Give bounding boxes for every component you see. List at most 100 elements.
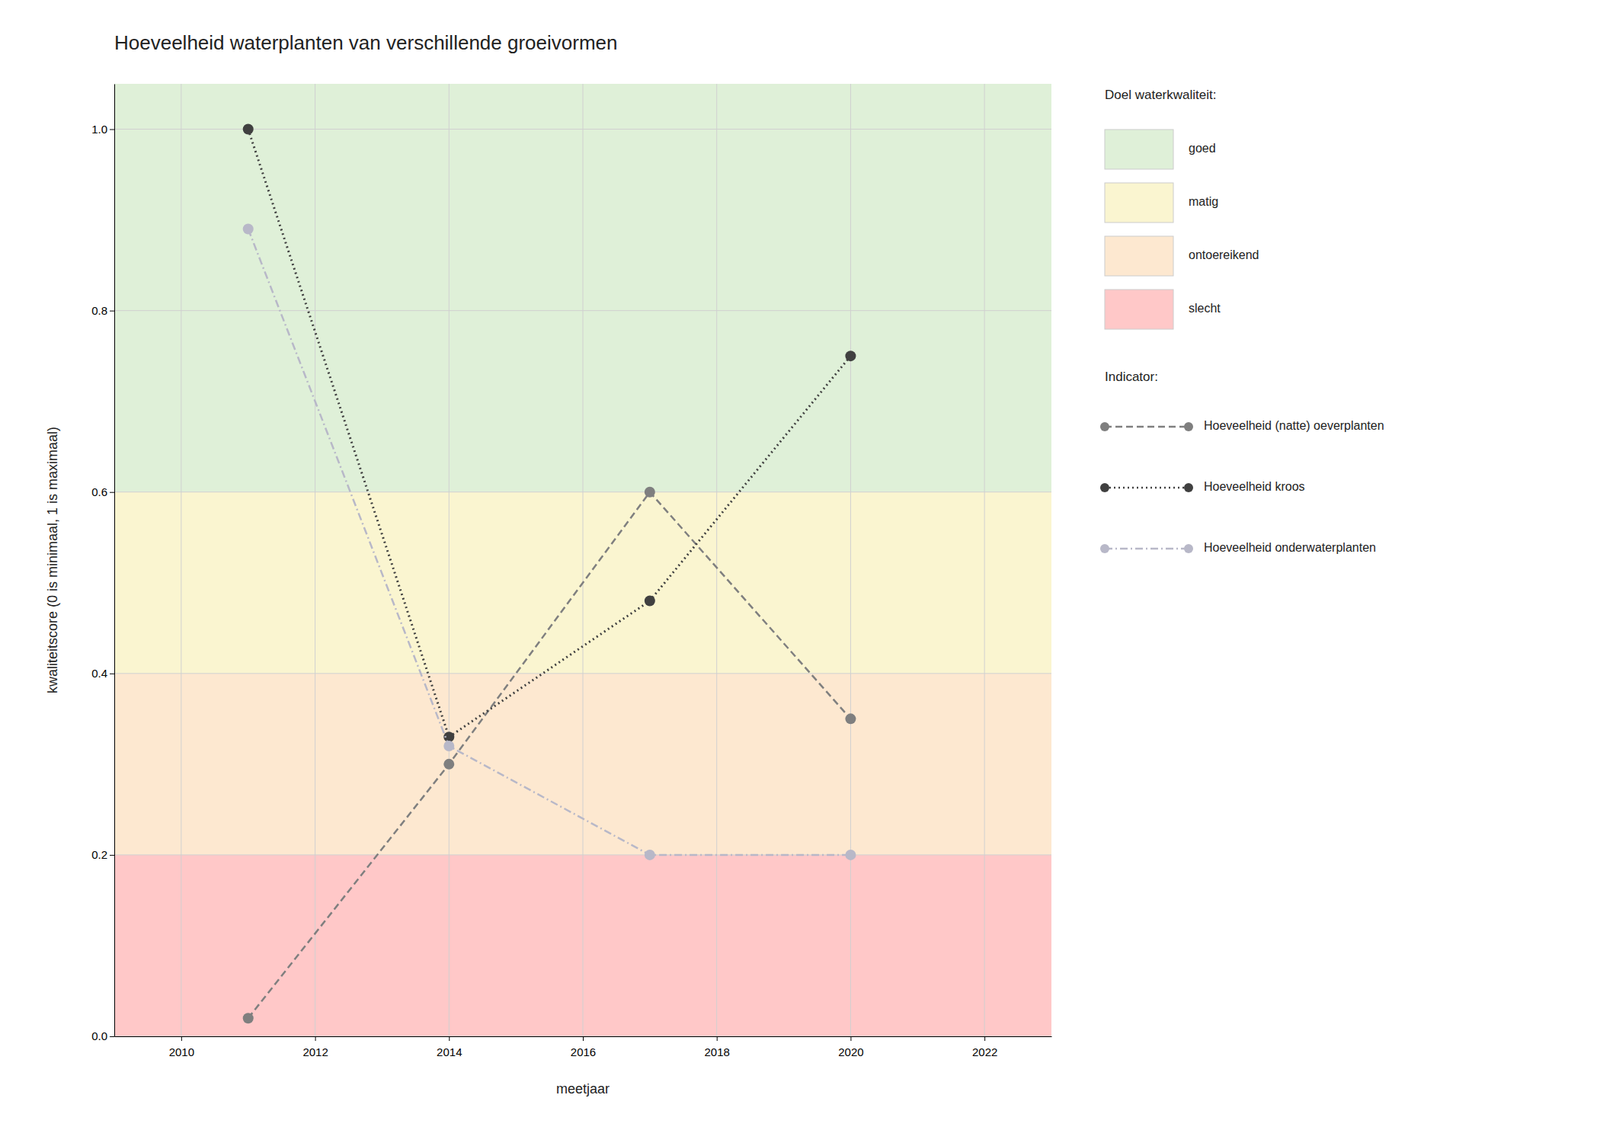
legend-swatch [1104, 129, 1174, 170]
tick: 2018 [704, 1036, 730, 1059]
y-axis-title: kwaliteitscore (0 is minimaal, 1 is maxi… [44, 426, 61, 694]
legend-swatch [1104, 289, 1174, 330]
legend-label: Hoeveelheid onderwaterplanten [1203, 540, 1376, 554]
series-line [248, 228, 852, 855]
tick-label: 2022 [972, 1045, 998, 1059]
chart: 2010 2012 2014 2016 2018 2020 2022 0.0 0.2 0.4 0.6… [0, 0, 1600, 1143]
legend-line [1104, 486, 1189, 490]
grid-line [716, 83, 717, 1037]
legend-line [1104, 425, 1189, 429]
legend-title: Indicator: [1104, 369, 1159, 384]
tick: 0.6 [91, 485, 115, 499]
title: Hoeveelheid waterplanten van verschillen… [114, 31, 618, 55]
tick-mark [109, 673, 115, 675]
point [443, 758, 455, 770]
tick-label: 0.4 [91, 666, 108, 680]
point [844, 849, 856, 861]
legend-label: Hoeveelheid kroos [1203, 480, 1306, 493]
axis-line [114, 84, 116, 1037]
point [443, 740, 455, 752]
legend-marker [1100, 544, 1110, 554]
tick-mark [109, 1036, 115, 1037]
tick: 2012 [302, 1036, 328, 1059]
legend-swatch [1104, 182, 1174, 223]
tick-label: 2020 [838, 1045, 864, 1059]
legend-line [1104, 547, 1189, 551]
legend-label: Hoeveelheid (natte) oeverplanten [1203, 419, 1385, 432]
tick-label: 0.8 [91, 304, 108, 317]
legend-swatch [1104, 236, 1174, 276]
plot: 2010 2012 2014 2016 2018 2020 2022 0.0 0.2 0.4 0.6… [91, 83, 1052, 1059]
grid-line [114, 491, 1052, 493]
tick: 2020 [838, 1036, 864, 1059]
tick-mark [850, 1036, 852, 1041]
x-axis-title: meetjaar [556, 1081, 610, 1097]
tick-mark [315, 1036, 317, 1041]
tick-label: 2018 [704, 1045, 730, 1059]
tick: 2014 [436, 1036, 462, 1059]
legend-title: Doel waterkwaliteit: [1104, 87, 1216, 103]
grid-line [850, 83, 852, 1037]
tick-mark [109, 854, 115, 856]
legend-marker [1184, 483, 1194, 493]
point [243, 1012, 254, 1024]
point [644, 486, 656, 498]
legend-marker [1184, 422, 1194, 432]
point [644, 595, 656, 607]
tick-label: 1.0 [91, 122, 108, 136]
tick-mark [716, 1036, 718, 1041]
tick-label: 2010 [169, 1045, 195, 1059]
y-axis: 0.0 0.2 0.4 0.6 0.8 1.0 [91, 84, 115, 1044]
grid-line [114, 854, 1052, 855]
legend-label: goed [1188, 141, 1216, 155]
tick: 2022 [972, 1036, 998, 1059]
point [243, 223, 254, 234]
tick-mark [448, 1036, 450, 1041]
grid-line [114, 310, 1052, 311]
grid-line [314, 83, 316, 1037]
legend-marker [1100, 483, 1110, 493]
legend-marker [1184, 544, 1194, 554]
tick: 2016 [570, 1036, 596, 1059]
grid-line [448, 83, 450, 1037]
series-group [243, 223, 857, 860]
point [844, 713, 856, 724]
tick-mark [109, 492, 115, 493]
legend-label: slecht [1188, 301, 1221, 315]
tick-mark [582, 1036, 584, 1041]
tick-label: 2012 [302, 1045, 328, 1059]
tick: 0.4 [91, 666, 115, 680]
series-group [243, 124, 857, 743]
legend-label: matig [1188, 195, 1219, 208]
series-line [248, 492, 852, 1018]
point [243, 124, 254, 135]
tick-mark [109, 310, 115, 312]
series [243, 124, 857, 1024]
series-group [243, 486, 857, 1024]
tick: 0.2 [91, 848, 115, 861]
grid-line [114, 672, 1052, 674]
grid [114, 83, 1052, 1037]
tick: 0.0 [91, 1029, 115, 1043]
tick-label: 2014 [436, 1045, 462, 1059]
series-line [248, 129, 852, 738]
legend: Doel waterkwaliteit: goed matig ontoereiken… [1100, 87, 1385, 554]
x-axis: 2010 2012 2014 2016 2018 2020 2022 [115, 1036, 1053, 1059]
tick: 0.8 [91, 304, 115, 317]
grid-line [582, 83, 584, 1037]
grid-line [114, 128, 1052, 130]
tick-label: 0.0 [91, 1029, 108, 1043]
bands [114, 83, 1052, 1037]
tick-mark [181, 1036, 183, 1041]
grid-line [984, 83, 986, 1037]
tick-mark [984, 1036, 986, 1041]
grid-line [180, 83, 182, 1037]
tick-mark [109, 129, 115, 131]
tick: 2010 [169, 1036, 195, 1059]
point [844, 350, 856, 362]
tick-label: 0.6 [91, 485, 108, 499]
legend-label: ontoereikend [1188, 248, 1260, 262]
tick: 1.0 [91, 122, 115, 136]
tick-label: 2016 [570, 1045, 596, 1059]
tick-label: 0.2 [91, 848, 108, 861]
